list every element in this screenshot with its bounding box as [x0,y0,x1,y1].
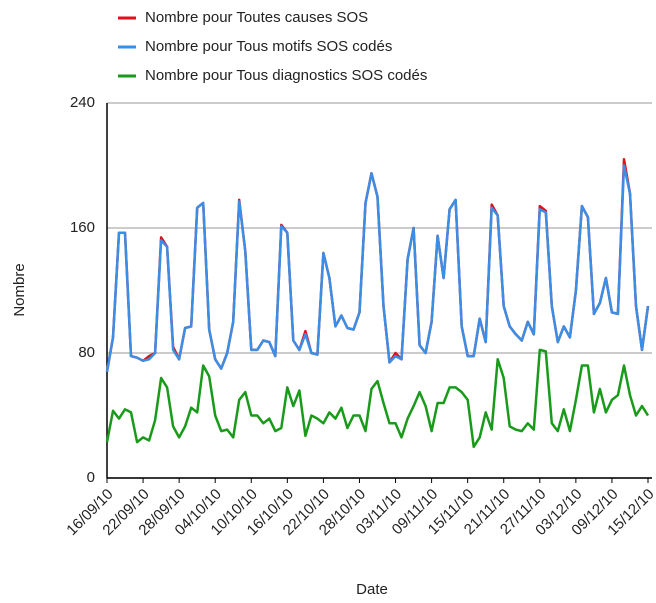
series-line [105,158,650,373]
legend-label: Nombre pour Toutes causes SOS [145,9,368,26]
y-tick-label: 240 [70,94,95,111]
y-axis-title: Nombre [11,263,28,316]
y-tick-label: 160 [70,219,95,236]
y-tick-label: 80 [78,344,95,361]
x-axis-title: Date [356,581,388,598]
legend-label: Nombre pour Tous motifs SOS codés [145,38,392,55]
series-line [105,348,650,449]
y-tick-label: 0 [87,469,95,486]
legend-label: Nombre pour Tous diagnostics SOS codés [145,67,427,84]
series-line [105,164,650,373]
